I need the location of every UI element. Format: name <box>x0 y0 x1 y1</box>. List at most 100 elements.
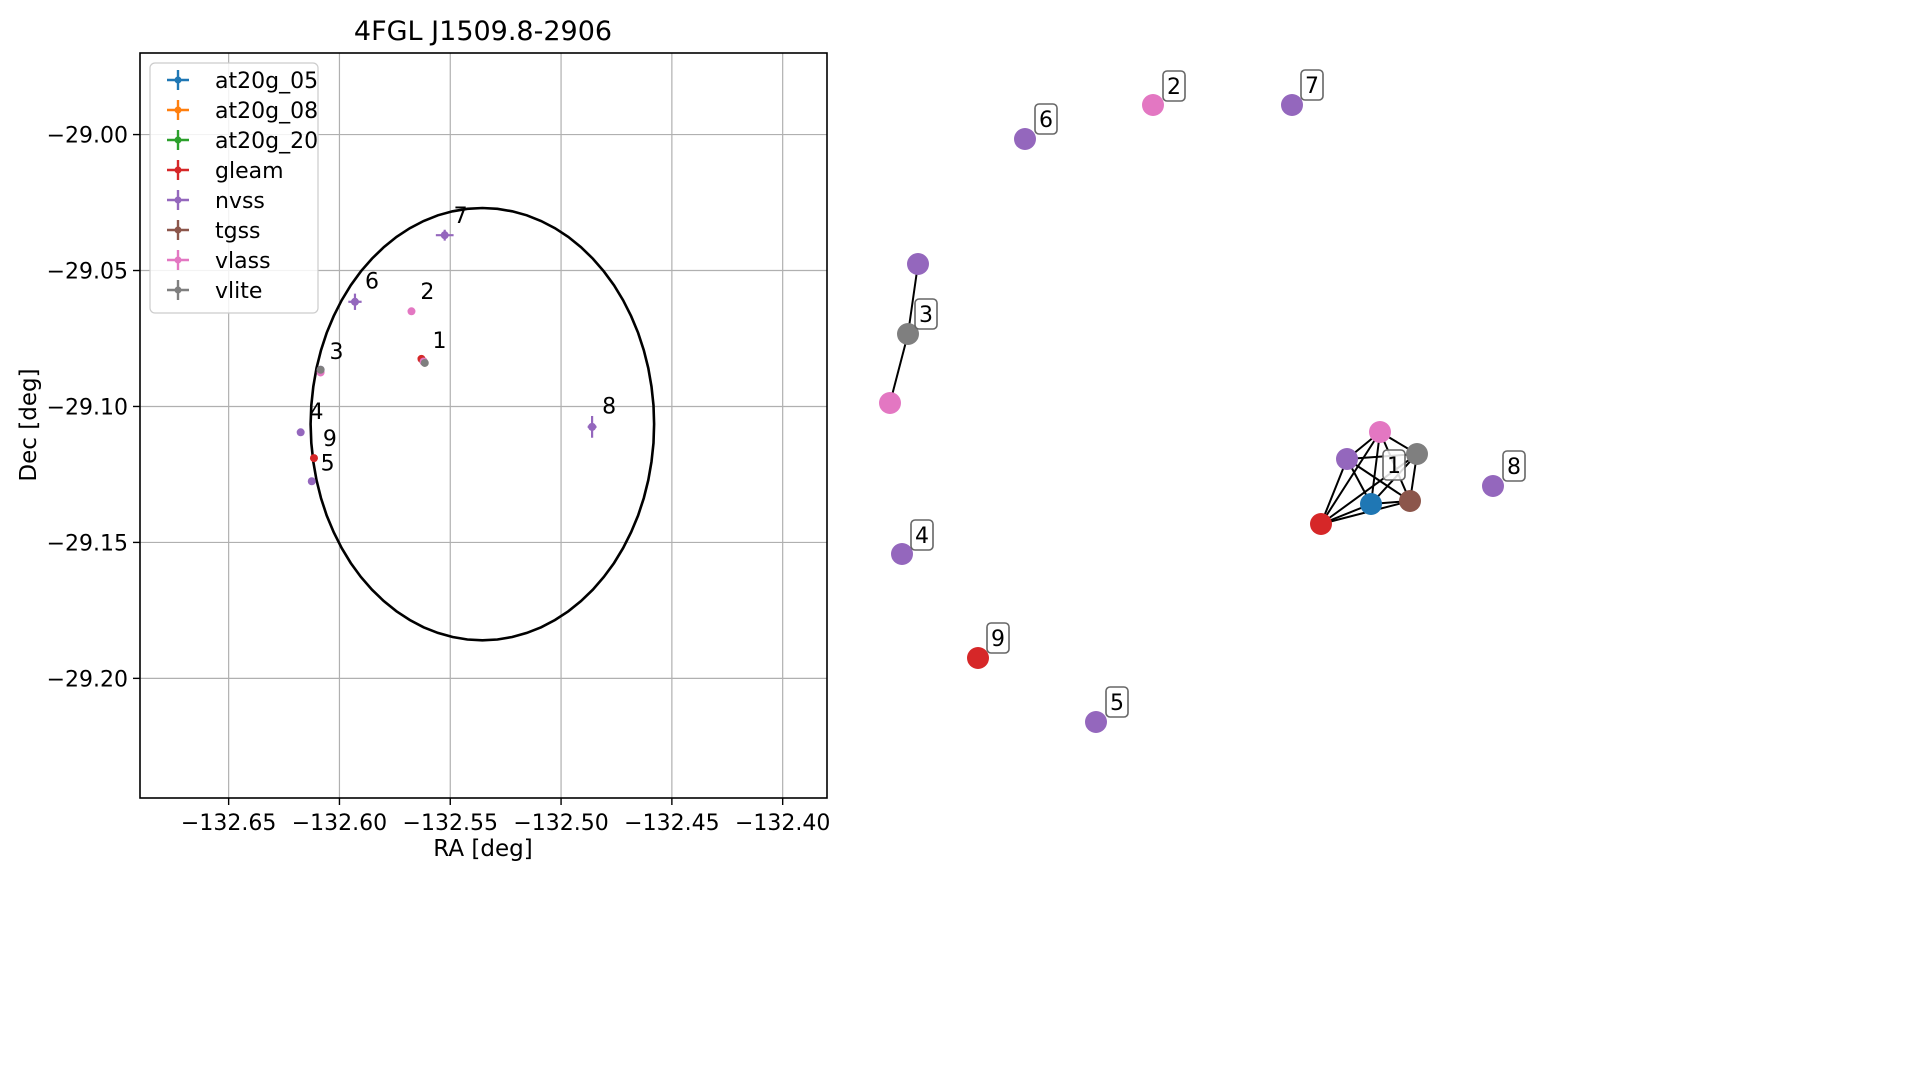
uncertainty-ellipse <box>309 206 656 642</box>
network-panel: 1 2 3 4 5 6 7 8 9 <box>879 69 1526 733</box>
point-annotation: 5 <box>321 451 335 476</box>
network-edge <box>1320 431 1381 525</box>
network-edge <box>1370 431 1381 505</box>
legend-label: gleam <box>215 159 284 184</box>
point-annotation: 8 <box>602 394 616 419</box>
point-annotation: 7 <box>454 204 468 229</box>
point-annotation: 6 <box>365 269 379 294</box>
data-point-vlass <box>407 307 416 316</box>
network-node <box>967 647 989 669</box>
data-points <box>296 229 597 486</box>
legend-marker-dot <box>174 286 182 294</box>
point-annotation: 2 <box>420 280 434 305</box>
network-edge <box>1320 458 1348 525</box>
x-axis-ticks: −132.65 −132.60 −132.55 −132.50 −132.45 −132.… <box>181 798 830 836</box>
legend-entry-at20g_20: at20g_20 <box>167 129 318 154</box>
legend-entry-at20g_08: at20g_08 <box>167 99 318 124</box>
network-node <box>1336 448 1358 470</box>
legend-entry-gleam: gleam <box>167 159 284 184</box>
legend-entry-nvss: nvss <box>167 189 265 214</box>
y-tick-label: −29.20 <box>47 667 128 692</box>
network-node <box>1369 421 1391 443</box>
network-node <box>1310 513 1332 535</box>
data-point-vlite <box>316 365 325 374</box>
network-node <box>1399 490 1421 512</box>
network-node <box>1142 94 1164 116</box>
error-ellipse-layer <box>309 206 656 642</box>
legend-label: at20g_08 <box>215 99 318 124</box>
network-node <box>879 392 901 414</box>
legend-marker-dot <box>174 166 182 174</box>
legend-label: at20g_20 <box>215 129 318 154</box>
network-node <box>1482 475 1504 497</box>
point-marker <box>296 428 305 437</box>
network-node <box>1281 94 1303 116</box>
network-node <box>907 253 929 275</box>
x-tick-label: −132.50 <box>513 811 608 836</box>
label-box <box>1382 449 1406 481</box>
network-node-label: 6 <box>1034 103 1058 135</box>
network-labels: 1 2 3 4 5 6 7 8 9 <box>910 69 1526 718</box>
legend-marker-dot <box>174 106 182 114</box>
network-node-label: 2 <box>1162 70 1186 102</box>
legend-label: vlite <box>215 279 262 304</box>
legend-box <box>149 62 319 314</box>
network-edge <box>889 333 909 404</box>
x-tick-label: −132.65 <box>181 811 276 836</box>
data-point-vlite <box>420 358 429 367</box>
point-annotation: 1 <box>433 329 447 354</box>
network-node <box>1085 711 1107 733</box>
label-text: 8 <box>1507 455 1521 480</box>
data-point-nvss <box>435 229 454 241</box>
x-tick-label: −132.60 <box>292 811 387 836</box>
plot-frame <box>139 52 828 799</box>
label-text: 3 <box>919 303 933 328</box>
network-node <box>1360 493 1382 515</box>
network-node-label: 9 <box>986 622 1010 654</box>
legend-marker-dot <box>174 196 182 204</box>
point-marker <box>316 365 325 374</box>
network-node <box>1406 443 1428 465</box>
label-text: 6 <box>1039 108 1053 133</box>
network-edges <box>889 263 1418 525</box>
y-tick-label: −29.15 <box>47 531 128 556</box>
legend-label: nvss <box>215 189 265 214</box>
point-annotation: 3 <box>330 340 344 365</box>
point-marker <box>440 231 449 240</box>
label-box <box>1105 686 1129 718</box>
label-text: 5 <box>1110 691 1124 716</box>
label-box <box>1502 450 1526 482</box>
legend-marker-dot <box>174 226 182 234</box>
label-text: 4 <box>915 524 929 549</box>
label-box <box>914 298 938 330</box>
point-marker <box>407 307 416 316</box>
legend-marker-dot <box>174 76 182 84</box>
network-node-label: 4 <box>910 519 934 551</box>
label-text: 9 <box>991 627 1005 652</box>
legend-entry-vlass: vlass <box>167 249 271 274</box>
network-node-label: 8 <box>1502 450 1526 482</box>
network-nodes <box>879 94 1504 733</box>
label-box <box>986 622 1010 654</box>
legend-marker-dot <box>174 136 182 144</box>
network-node <box>897 323 919 345</box>
point-annotations: 1 2 3 4 5 6 7 8 9 <box>310 204 617 476</box>
label-text: 1 <box>1387 454 1401 479</box>
network-node <box>1014 128 1036 150</box>
legend-entry-at20g_05: at20g_05 <box>167 69 318 94</box>
x-tick-label: −132.55 <box>403 811 498 836</box>
label-box <box>1162 70 1186 102</box>
data-point-nvss <box>587 415 597 438</box>
network-node-label: 7 <box>1300 69 1324 101</box>
point-annotation: 4 <box>310 400 324 425</box>
network-node <box>891 543 913 565</box>
data-point-nvss <box>296 428 305 437</box>
data-point-nvss <box>348 293 362 310</box>
legend-label: tgss <box>215 219 261 244</box>
point-marker <box>307 477 316 486</box>
label-box <box>910 519 934 551</box>
data-point-nvss <box>307 477 316 486</box>
y-axis-ticks: −29.00 −29.05 −29.10 −29.15 −29.20 <box>47 124 140 692</box>
